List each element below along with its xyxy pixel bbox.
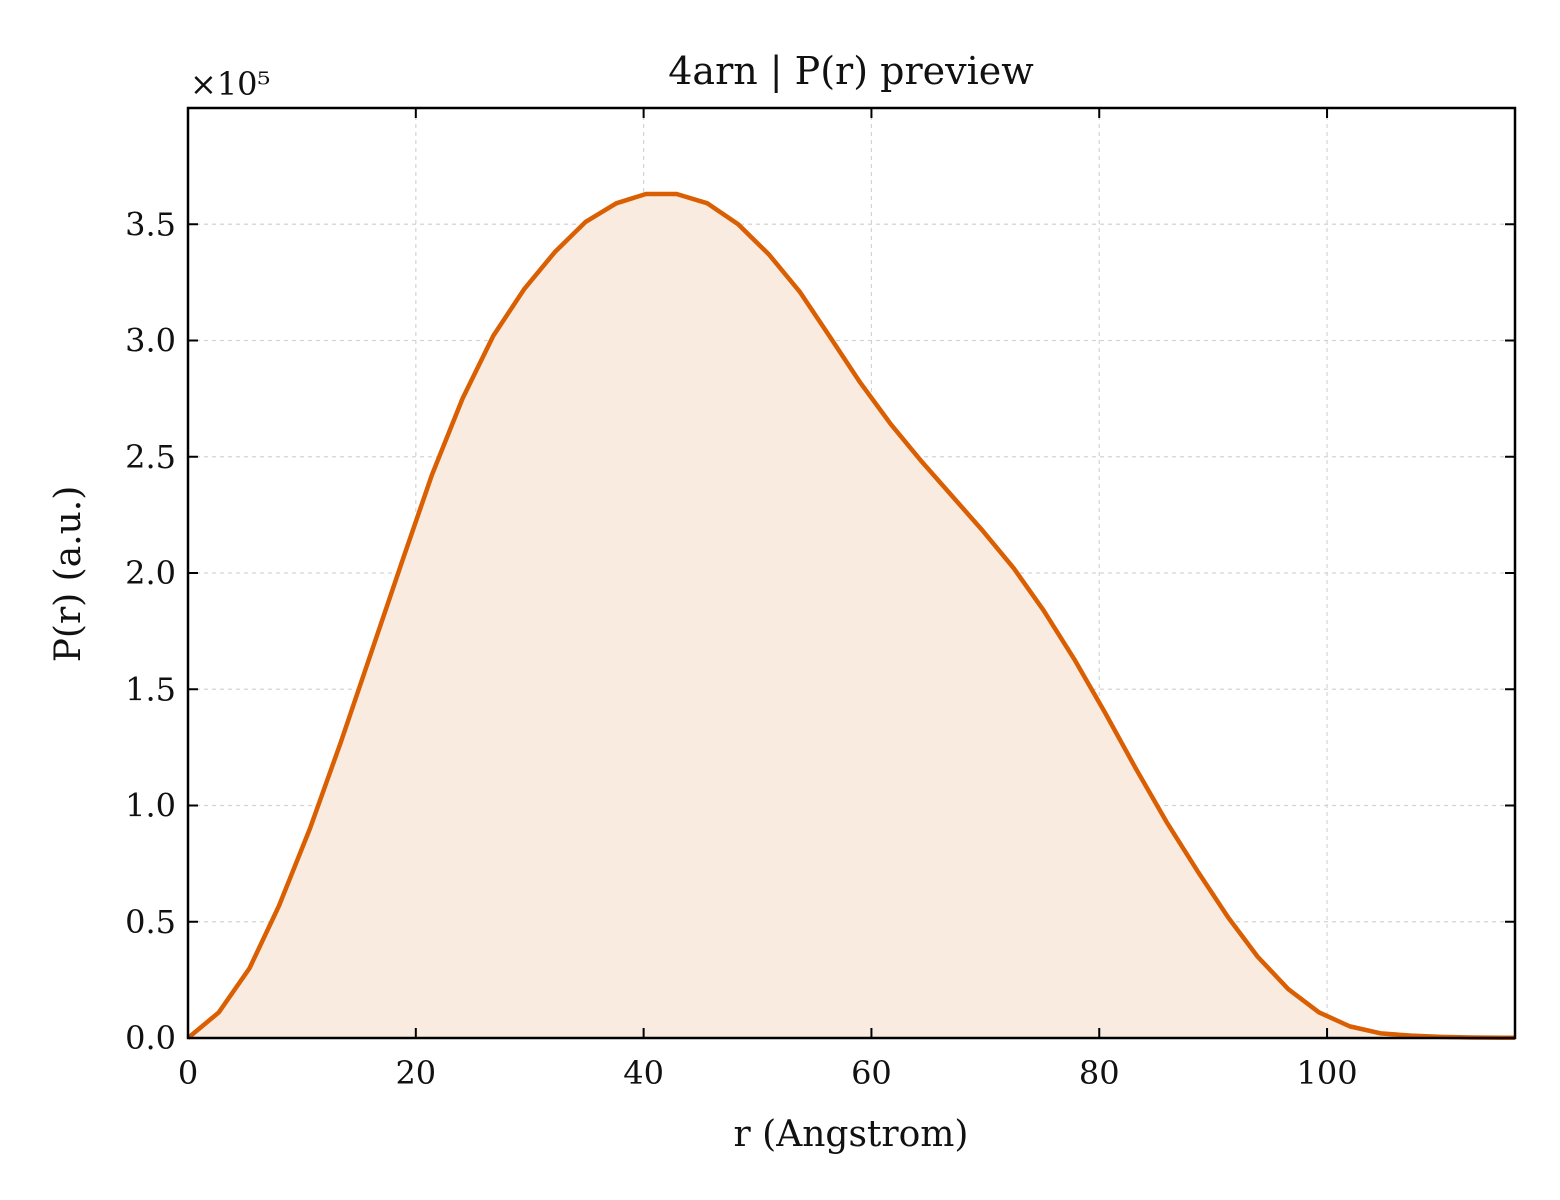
y-tick-label: 0.5 <box>125 903 176 941</box>
y-tick-label: 0.0 <box>125 1019 176 1057</box>
chart-title: 4arn | P(r) preview <box>668 49 1034 93</box>
area-layer <box>186 191 1515 1041</box>
pr-series-line <box>186 191 1515 1041</box>
x-tick-label: 80 <box>1079 1054 1120 1092</box>
y-tick-label: 1.0 <box>125 787 176 825</box>
y-tick-label: 2.0 <box>125 554 176 592</box>
pr-area-fill <box>188 194 1515 1038</box>
x-tick-label: 100 <box>1297 1054 1358 1092</box>
y-axis-label: P(r) (a.u.) <box>48 486 89 663</box>
labels-layer: 0 20 40 60 80 100 0.0 0.5 1.0 1.5 2.0 2.5 3.0 3.5 <box>125 205 1357 1092</box>
y-multiplier-label: ×10⁵ <box>190 65 270 103</box>
y-tick-label: 2.5 <box>125 438 176 476</box>
y-tick-label: 3.0 <box>125 322 176 360</box>
y-tick-label: 1.5 <box>125 670 176 708</box>
y-tick-label: 3.5 <box>125 205 176 243</box>
x-tick-label: 40 <box>623 1054 664 1092</box>
x-tick-label: 0 <box>178 1054 198 1092</box>
ticks-layer <box>187 108 1515 1039</box>
x-tick-label: 20 <box>395 1054 436 1092</box>
x-tick-label: 60 <box>851 1054 892 1092</box>
x-axis-label: r (Angstrom) <box>734 1114 969 1155</box>
plot-frame <box>186 106 1517 1040</box>
